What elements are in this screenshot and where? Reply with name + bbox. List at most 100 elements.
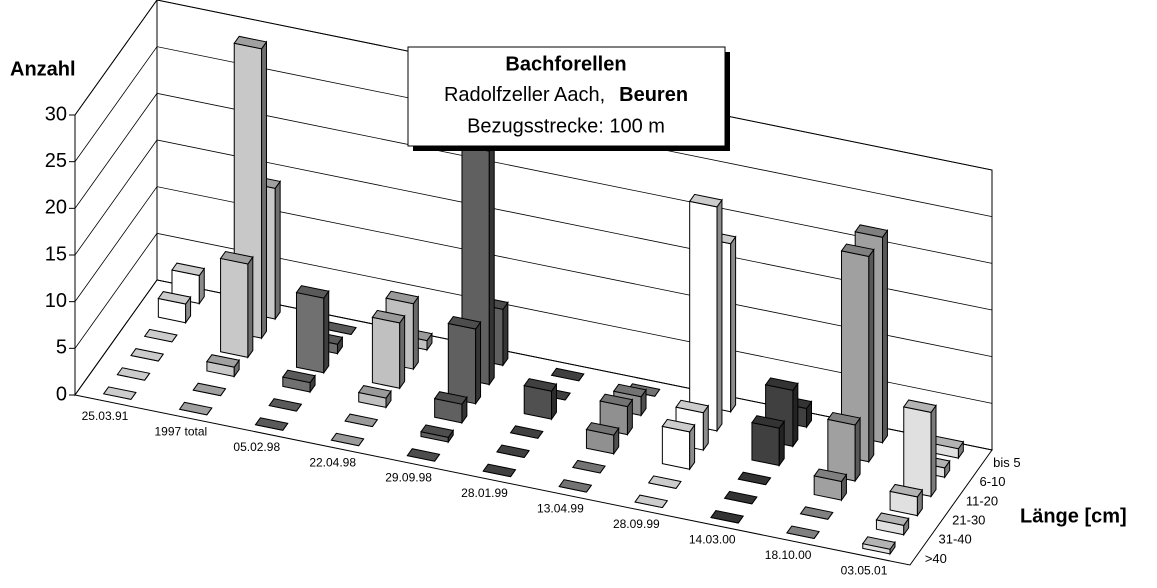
bar <box>281 369 316 394</box>
bar <box>130 348 165 362</box>
bar-top <box>751 415 786 429</box>
bar <box>875 512 910 537</box>
bar <box>710 509 745 524</box>
y-tick-label: 5 <box>56 337 67 359</box>
bar-side <box>323 289 330 375</box>
bar-side <box>854 416 861 483</box>
bar-top <box>371 309 406 324</box>
bar <box>192 382 227 397</box>
bar-top <box>723 490 758 505</box>
plot: 0 5 10 15 20 25 30 25.03.91 1997 total 05.02.98 22… <box>45 0 1021 577</box>
bar-top <box>281 369 316 384</box>
bar <box>482 463 517 478</box>
depth-tick-label: 6-10 <box>980 474 1006 489</box>
bar-front <box>903 406 932 498</box>
bar-side <box>930 403 937 498</box>
bar-side <box>716 198 723 433</box>
bar-top <box>254 417 289 431</box>
x-tick-label: 29.09.98 <box>385 471 432 485</box>
bar-top <box>406 448 441 462</box>
bar-top <box>344 413 379 428</box>
subtitle-text: Radolfzeller Aach, <box>444 84 605 106</box>
bar-top <box>599 393 634 408</box>
bar-front <box>689 200 718 432</box>
depth-tick-label: 31-40 <box>939 532 972 547</box>
bar <box>433 391 468 425</box>
bar-top <box>861 536 896 550</box>
bar <box>585 422 620 456</box>
y-tick-label: 20 <box>45 197 67 219</box>
title-shadow <box>725 52 730 151</box>
title-shadow <box>413 146 730 151</box>
bar-top <box>330 432 365 447</box>
bar-side <box>882 228 888 445</box>
bar-top <box>482 463 517 478</box>
bar <box>688 193 723 433</box>
bar-side <box>261 40 267 340</box>
bar-side <box>274 179 281 321</box>
title-box: Bachforellen Radolfzeller Aach, Beuren Be… <box>407 46 730 151</box>
y-tick-label: 25 <box>45 150 67 172</box>
bar-side <box>488 142 495 387</box>
depth-tick-label: 21-30 <box>952 513 985 528</box>
bar-top <box>875 512 910 526</box>
bar <box>295 285 330 375</box>
bar-side <box>730 235 737 414</box>
bar-top <box>157 291 192 305</box>
bar-top <box>116 367 151 381</box>
bar <box>357 385 392 409</box>
bar-side <box>868 248 875 464</box>
x-tick-label: 1997 total <box>155 424 208 438</box>
bar-top <box>219 250 254 265</box>
bar <box>889 483 924 518</box>
bar-top <box>558 479 593 493</box>
bar <box>447 316 482 406</box>
bar-front <box>751 422 780 467</box>
bar-front <box>661 425 691 470</box>
bar-top <box>206 354 241 368</box>
bar <box>723 490 758 505</box>
bar <box>840 243 875 464</box>
bar-top <box>447 316 482 330</box>
bar <box>219 250 254 359</box>
bar <box>496 444 530 459</box>
x-tick-label: 28.09.99 <box>613 517 660 531</box>
title-frame <box>407 46 726 147</box>
bar <box>330 432 365 447</box>
bar-top <box>799 506 834 520</box>
x-tick-label: 18.10.00 <box>765 548 812 562</box>
bar-top <box>130 348 165 362</box>
bar-top <box>661 418 696 433</box>
y-tick-label: 30 <box>45 103 67 125</box>
bar-top <box>509 425 544 439</box>
bar <box>322 321 357 336</box>
bar <box>813 468 848 502</box>
bar <box>344 413 379 428</box>
bar <box>102 386 137 400</box>
bar-top <box>813 468 848 483</box>
bar-top <box>889 483 924 498</box>
bar <box>523 378 558 421</box>
x-tick-label: 13.04.99 <box>537 502 584 516</box>
bar-side <box>475 320 482 406</box>
bar <box>116 367 151 381</box>
y-tick-label: 10 <box>45 290 67 312</box>
bar-top <box>688 193 723 208</box>
bar-top <box>634 494 669 509</box>
bar-top <box>523 378 558 392</box>
bar-top <box>785 525 820 540</box>
bar <box>420 424 455 444</box>
bar-top <box>357 385 392 399</box>
bar-top <box>192 382 227 397</box>
bar-front <box>220 257 249 358</box>
bar <box>737 471 772 486</box>
depth-tick-label: >40 <box>925 551 947 566</box>
bar <box>268 398 303 412</box>
bar-top <box>737 471 772 486</box>
bar-top <box>675 399 710 414</box>
bar-side <box>399 314 406 390</box>
bar <box>634 494 669 509</box>
bar-top <box>233 35 268 50</box>
bar <box>861 536 896 556</box>
bar <box>799 506 834 520</box>
